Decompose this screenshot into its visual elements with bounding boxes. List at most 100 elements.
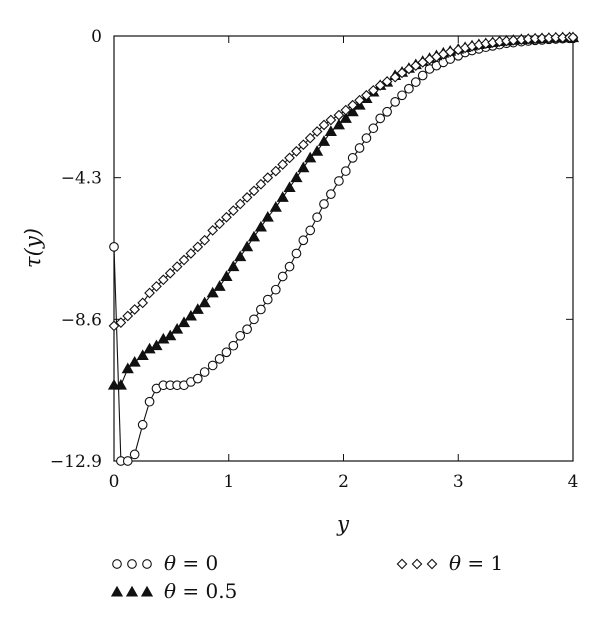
data-point [284,152,295,164]
data-point [171,323,184,334]
data-point [297,161,310,173]
x-axis-label: y [336,512,350,536]
legend-label: θ = 0.5 [164,579,237,603]
data-point [191,303,204,314]
x-tick-label: 4 [568,472,579,492]
data-point [325,114,337,126]
data-point [108,320,120,332]
data-point [397,90,407,101]
data-point [198,296,211,308]
data-point [137,419,148,430]
legend-label-value: = 1 [461,551,503,575]
y-tick-label: −12.9 [50,452,102,472]
data-point [277,159,289,170]
data-point [340,104,352,116]
data-point [444,46,456,58]
data-point [332,118,345,130]
data-point [312,212,322,223]
legend-item: θ = 0.5 [110,579,237,603]
data-point [290,171,303,183]
x-tick-label: 0 [109,472,120,492]
data-point [241,192,253,203]
data-point [157,274,169,286]
data-point [247,230,261,242]
data-point [340,166,351,176]
data-point [184,309,197,321]
data-point [136,349,149,361]
data-point [354,143,365,153]
legend-label-symbol: θ [164,551,176,575]
data-point [339,112,352,123]
data-point [354,94,365,106]
data-point [276,191,289,202]
legend-marker [411,558,423,570]
data-point [297,139,309,151]
legend-marker [112,559,122,569]
legend-label: θ = 0 [164,551,218,575]
data-point [122,456,133,466]
data-point [381,76,393,87]
data-point [261,210,274,222]
data-point [361,89,372,101]
data-point [284,261,295,272]
data-point [277,271,288,282]
plot-frame [113,35,574,462]
data-point [298,235,309,246]
data-point [121,362,134,374]
data-point [249,314,259,325]
data-point [567,31,579,43]
data-point [270,284,281,295]
data-point [256,304,266,315]
data-point [254,220,267,232]
data-point [220,270,233,281]
data-point [367,84,379,96]
series-triangle [107,31,580,390]
data-point [207,360,218,371]
data-point [283,181,296,193]
data-point [235,330,246,341]
data-point [221,347,232,358]
data-point [262,172,274,184]
data-point [178,254,190,266]
data-point [115,317,127,329]
legend-item: θ = 0 [112,551,218,575]
data-point [368,123,379,134]
data-point [151,281,162,292]
data-point [213,280,226,291]
data-point [185,248,197,259]
data-point [228,340,239,351]
data-point [241,240,254,252]
legend-label-value: = 0 [176,551,218,575]
data-point [144,396,155,407]
y-tick-label: −8.6 [61,310,102,330]
data-point [317,135,331,146]
legend-marker [110,585,124,597]
data-point [128,355,141,367]
data-point [270,165,282,177]
data-point [390,97,400,107]
x-tick-label: 3 [453,472,464,492]
data-point [164,267,176,279]
data-point [109,242,119,252]
data-point [347,99,359,111]
data-point [389,71,401,83]
data-point [144,287,155,299]
data-point [374,80,386,91]
data-point [199,367,210,377]
data-point [403,63,415,75]
axis-ticks: 0 1 2 3 4 0 −4.3 −8.6 −12.9 [50,27,579,492]
data-point [207,225,219,236]
data-point [255,178,267,190]
data-point [333,109,345,121]
data-point [206,286,219,298]
series-line [113,37,573,462]
data-point [507,34,519,46]
data-point [248,185,260,197]
legend-marker [142,559,152,569]
data-point [361,133,372,143]
data-point [114,379,127,390]
data-point [410,77,421,87]
series-layer [107,31,580,466]
data-point [122,310,134,322]
data-point [319,199,329,209]
